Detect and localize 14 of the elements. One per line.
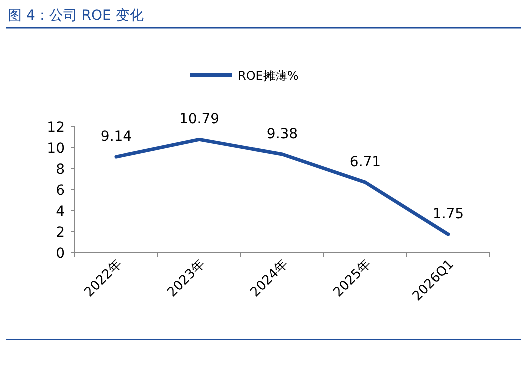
y-tick-label: 0: [56, 246, 65, 262]
y-tick-label: 6: [56, 183, 66, 199]
data-label: 9.38: [266, 126, 298, 143]
legend-label: ROE摊薄%: [238, 69, 299, 83]
data-label: 9.14: [100, 129, 132, 146]
y-tick-label: 4: [56, 204, 66, 220]
title: 图 4：公司 ROE 变化: [8, 8, 144, 24]
data-label: 1.75: [432, 206, 464, 223]
y-tick-label: 10: [47, 141, 65, 157]
y-tick-label: 12: [47, 120, 65, 136]
data-label: 6.71: [350, 154, 382, 171]
y-tick-label: 8: [56, 162, 65, 178]
data-label: 10.79: [179, 112, 220, 128]
y-tick-label: 2: [56, 225, 65, 241]
